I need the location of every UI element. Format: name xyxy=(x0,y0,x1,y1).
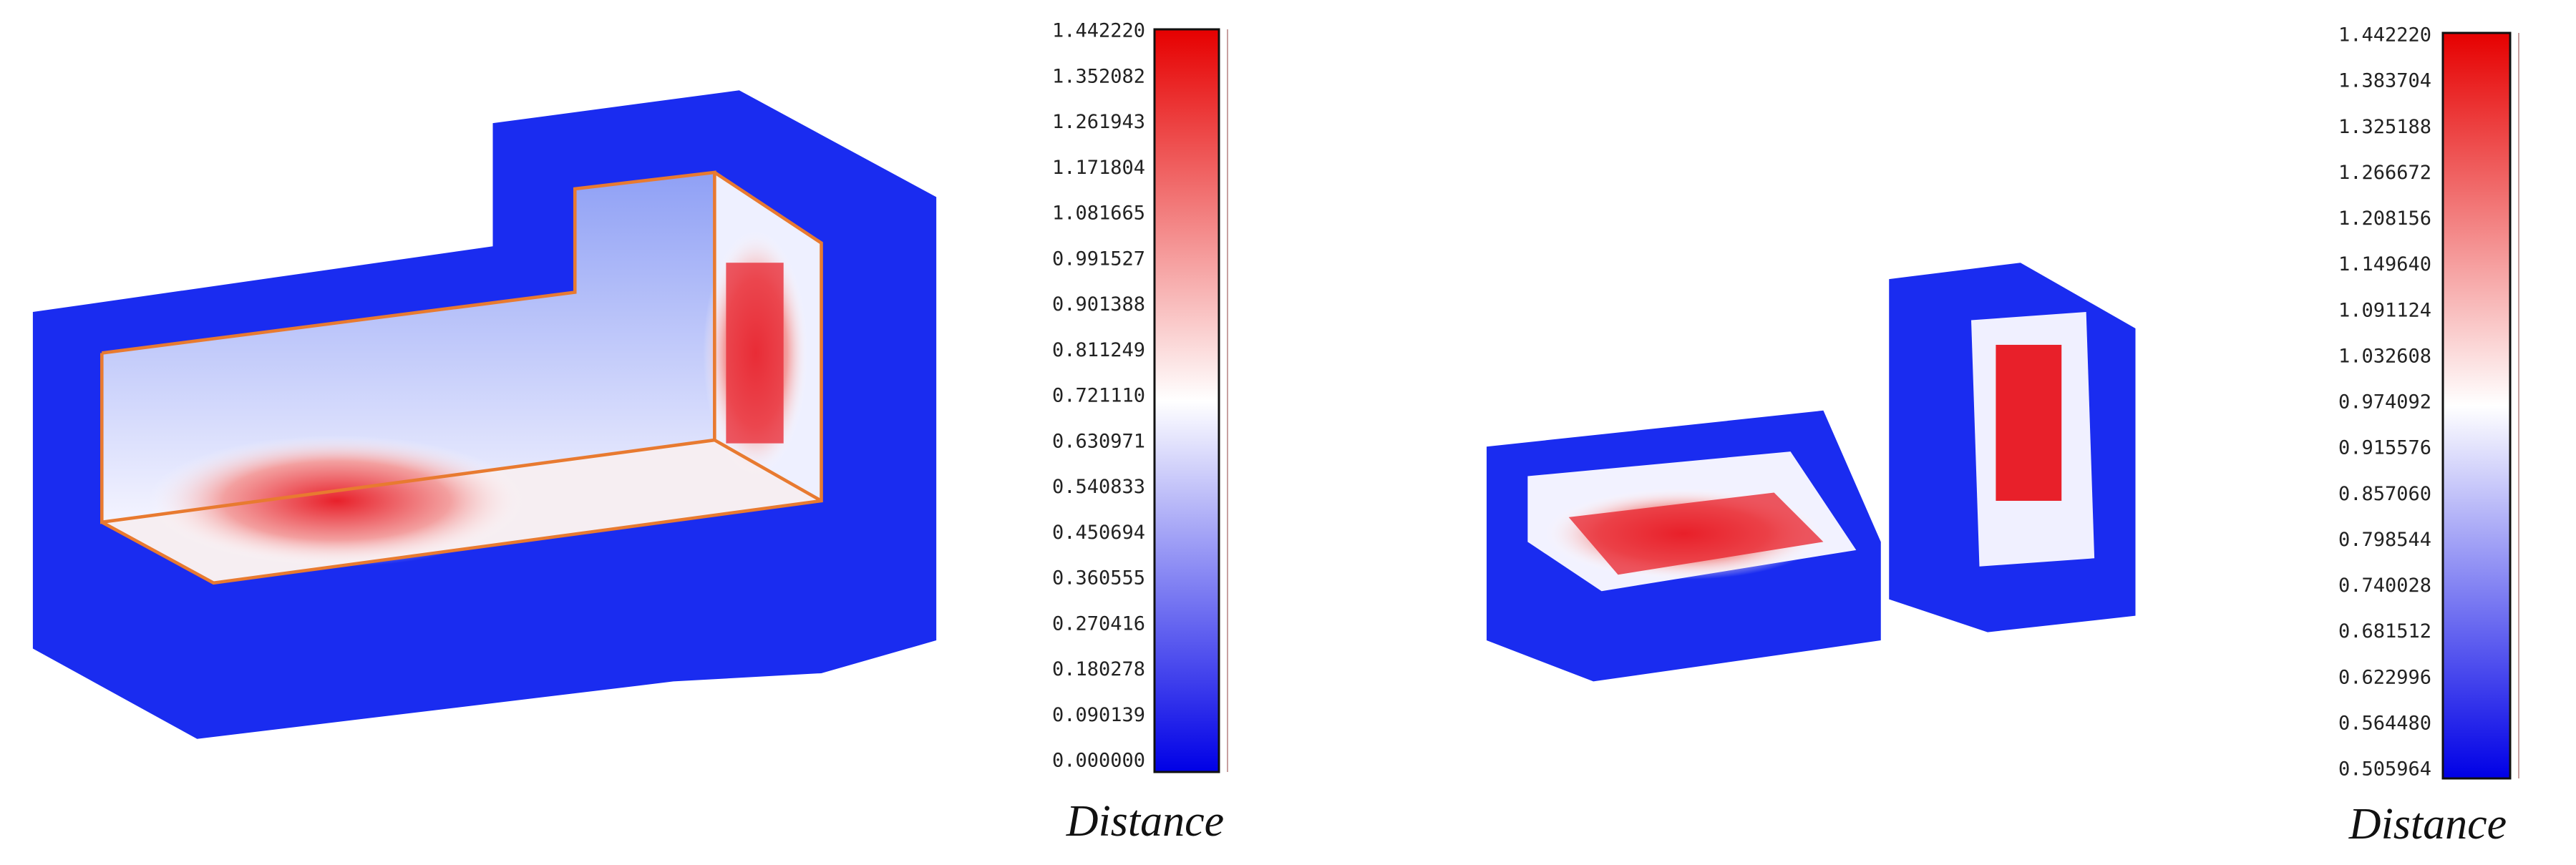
colorbar-tick-label: 0.090139 xyxy=(1052,704,1145,726)
colorbar-tick-label: 1.081665 xyxy=(1052,202,1145,225)
colorbar-tick-label: 0.540833 xyxy=(1052,476,1145,498)
colorbar-tick-label: 1.032608 xyxy=(2338,345,2431,367)
colorbar xyxy=(2441,31,2512,780)
colorbar-tick-label: 0.721110 xyxy=(1052,385,1145,407)
colorbar-tick-label: 0.681512 xyxy=(2338,620,2431,642)
colorbar-tick-label: 0.564480 xyxy=(2338,712,2431,734)
colorbar-tick-label: 0.622996 xyxy=(2338,666,2431,688)
colorbar-tick-label: 0.000000 xyxy=(1052,750,1145,772)
colorbar-tick-label: 0.798544 xyxy=(2338,529,2431,551)
colorbar-tick-label: 0.450694 xyxy=(1052,522,1145,544)
colorbar-tick-label: 0.630971 xyxy=(1052,430,1145,452)
colorbar-tick-label: 1.442220 xyxy=(1052,20,1145,42)
colorbar-tick-label: 1.266672 xyxy=(2338,162,2431,184)
colorbar-tick-label: 0.991527 xyxy=(1052,248,1145,270)
colorbar-tick-label: 1.261943 xyxy=(1052,111,1145,133)
colorbar-tick-label: 0.505964 xyxy=(2338,758,2431,781)
colorbar-tick-label: 0.857060 xyxy=(2338,483,2431,505)
colorbar-tick-label: 0.811249 xyxy=(1052,339,1145,361)
colorbar-tick-label: 1.352082 xyxy=(1052,65,1145,87)
colorbar-tick-label: 0.740028 xyxy=(2338,575,2431,597)
colorbar-tick-label: 0.270416 xyxy=(1052,612,1145,635)
colorbar-caption: Distance xyxy=(1066,797,1224,846)
colorbar-tick-label: 1.091124 xyxy=(2338,299,2431,321)
colorbar-tick-label: 1.325188 xyxy=(2338,116,2431,138)
colorbar-tick-label: 1.149640 xyxy=(2338,253,2431,275)
colorbar-caption: Distance xyxy=(2348,800,2507,849)
colorbar-tick-label: 0.360555 xyxy=(1052,567,1145,590)
point-cloud-left xyxy=(32,90,937,739)
colorbar-tick-label: 0.901388 xyxy=(1052,293,1145,316)
colorbar-tick-label: 0.974092 xyxy=(2338,391,2431,414)
colorbar-tick-label: 1.383704 xyxy=(2338,70,2431,92)
point-cloud-right xyxy=(1486,263,2136,682)
colorbar xyxy=(1153,28,1220,773)
colorbar-tick-label: 1.442220 xyxy=(2338,24,2431,47)
colorbar-tick-label: 0.180278 xyxy=(1052,658,1145,680)
colorbar-tick-label: 1.208156 xyxy=(2338,207,2431,230)
colorbar-tick-label: 0.915576 xyxy=(2338,437,2431,459)
colorbar-tick-label: 1.171804 xyxy=(1052,157,1145,179)
